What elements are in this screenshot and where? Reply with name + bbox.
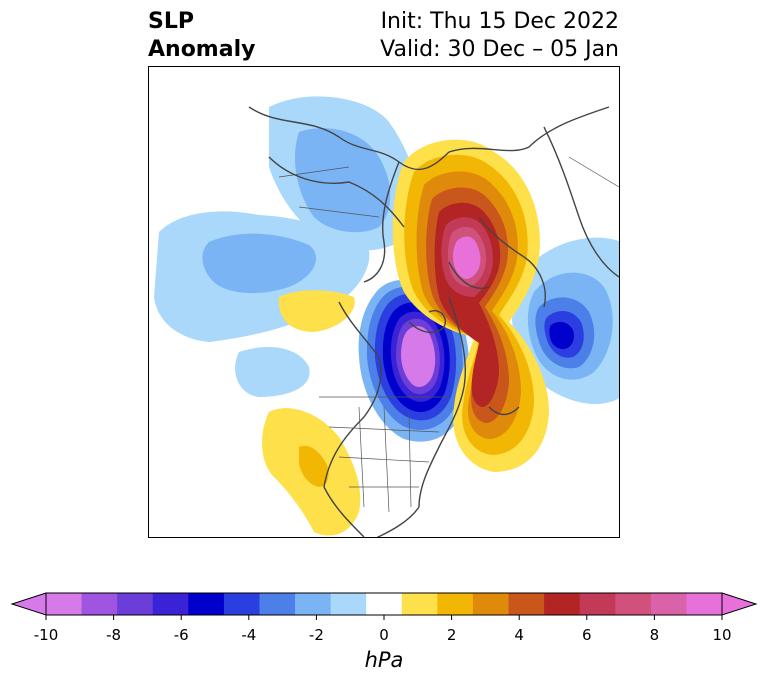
title-dates: Init: Thu 15 Dec 2022 Valid: 30 Dec – 05… xyxy=(380,8,619,64)
colorbar-bin xyxy=(472,593,510,615)
neg-anomaly-core xyxy=(401,326,436,387)
colorbar-bin xyxy=(223,593,260,615)
colorbar-bin xyxy=(579,593,616,615)
colorbar-bin xyxy=(259,593,296,615)
colorbar-bin xyxy=(508,593,545,615)
neg-anomaly-mid-pacific xyxy=(202,233,317,294)
colorbar-bin xyxy=(295,593,332,615)
colorbar-tick-label: 4 xyxy=(514,626,524,644)
colorbar-tick-label: 2 xyxy=(446,626,457,644)
map-panel xyxy=(148,66,620,538)
neg-anomaly-mid-siberia xyxy=(294,128,391,233)
colorbar-bin xyxy=(46,593,83,615)
colorbar-bin xyxy=(650,593,687,615)
colorbar-bin xyxy=(401,593,438,615)
pos-anomaly-pacific xyxy=(278,290,355,332)
pos-anomaly-southwest-us-inner xyxy=(299,445,329,487)
colorbar-tick-label: 10 xyxy=(712,626,732,644)
colorbar-bin xyxy=(81,593,118,615)
colorbar-extend-max xyxy=(721,592,758,616)
neg-anomaly-atlantic-core-3 xyxy=(549,321,575,350)
colorbar-tick-label: -10 xyxy=(33,626,59,644)
colorbar-bin xyxy=(152,593,189,615)
colorbar-extend-min xyxy=(10,592,47,616)
colorbar-bin xyxy=(330,593,367,615)
neg-anomaly-area-pacific-south xyxy=(235,347,310,397)
valid-date: Valid: 30 Dec – 05 Jan xyxy=(380,37,619,62)
colorbar-tick-label: 6 xyxy=(582,626,592,644)
colorbar-tick-label: 0 xyxy=(379,626,389,644)
colorbar-tick-label: -2 xyxy=(308,626,324,644)
colorbar-unit-label: hPa xyxy=(364,648,404,672)
colorbar-tick-label: -8 xyxy=(106,626,122,644)
title-variable-line2: Anomaly xyxy=(148,37,256,62)
country-borders xyxy=(278,156,619,513)
colorbar xyxy=(10,592,758,620)
title-variable-line1: SLP xyxy=(148,9,194,34)
colorbar-bin xyxy=(544,593,581,615)
colorbar-bin xyxy=(188,593,225,615)
colorbar-tick-label: -4 xyxy=(241,626,257,644)
coastlines xyxy=(248,106,619,537)
colorbar-tick-label: -6 xyxy=(173,626,189,644)
colorbar-bin xyxy=(686,593,723,615)
pos-anomaly-core xyxy=(453,236,481,279)
title-variable: SLP Anomaly xyxy=(148,8,255,64)
init-date: Init: Thu 15 Dec 2022 xyxy=(380,9,619,34)
colorbar-bin xyxy=(615,593,652,615)
colorbar-tick-label: 8 xyxy=(649,626,660,644)
colorbar-bin xyxy=(437,593,474,615)
anomaly-map xyxy=(154,96,619,537)
colorbar-bin xyxy=(366,593,403,615)
colorbar-bin xyxy=(117,593,154,615)
